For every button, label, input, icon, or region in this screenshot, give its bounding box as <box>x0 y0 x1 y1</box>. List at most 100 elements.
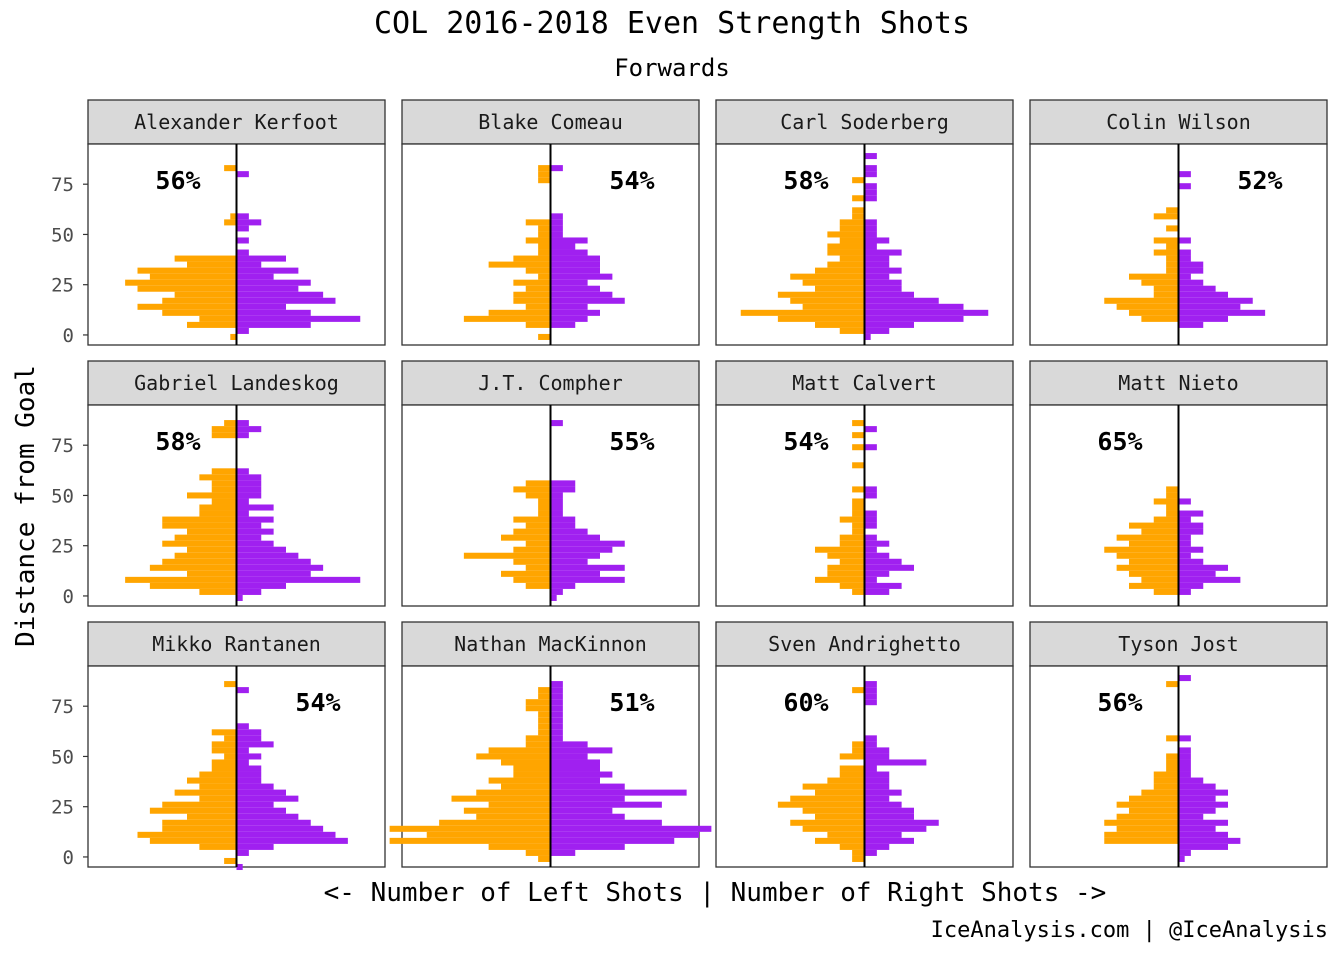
left-shot-bar <box>187 813 237 820</box>
right-shot-bar <box>550 255 600 262</box>
right-shot-bar <box>550 747 613 754</box>
right-shot-bar <box>550 705 563 712</box>
right-shot-bar <box>864 189 877 196</box>
right-shot-bar <box>236 303 286 310</box>
chart-subtitle: Forwards <box>614 54 730 82</box>
left-shot-bar <box>1104 831 1179 838</box>
left-shot-bar <box>777 291 865 298</box>
left-shot-bar <box>839 225 865 232</box>
left-shot-bar <box>839 255 865 262</box>
facet-strip-label: Colin Wilson <box>1106 110 1251 134</box>
right-shot-bar <box>864 327 890 334</box>
left-shot-bar <box>230 333 237 340</box>
right-shot-bar <box>236 813 299 820</box>
right-shot-bar <box>550 729 563 736</box>
left-shot-bar <box>224 165 237 172</box>
left-shot-bar <box>513 297 551 304</box>
right-shot-bar <box>1178 789 1228 796</box>
left-shot-bar <box>513 546 551 553</box>
right-shot-bar <box>864 249 902 256</box>
left-shot-bar <box>1104 819 1179 826</box>
left-shot-bar <box>852 747 865 754</box>
left-shot-bar <box>525 492 551 499</box>
facet-panel: Alexander Kerfoot 56% 0 25 50 75 <box>51 99 386 347</box>
left-shot-bar <box>211 426 237 433</box>
right-shot-bar <box>550 540 625 547</box>
left-shot-bar <box>852 213 865 220</box>
left-shot-bar <box>538 504 551 511</box>
left-shot-bar <box>525 735 551 742</box>
right-shot-bar <box>236 765 262 772</box>
right-shot-bar <box>1178 255 1191 262</box>
right-shot-bar <box>550 231 563 238</box>
right-shot-bar <box>1178 558 1204 565</box>
right-shot-bar <box>550 225 563 232</box>
left-shot-bar <box>199 795 237 802</box>
right-shot-bar <box>550 588 563 595</box>
right-shot-bar <box>236 498 249 505</box>
left-shot-bar <box>1129 582 1179 589</box>
right-shot-bar <box>236 255 286 262</box>
facet-strip <box>87 360 386 406</box>
right-shot-bar <box>236 219 262 226</box>
left-shot-bar <box>513 558 551 565</box>
right-shot-bar <box>236 291 324 298</box>
right-shot-bar <box>864 297 939 304</box>
right-shot-bar <box>236 261 262 268</box>
right-shot-bar <box>236 327 249 334</box>
right-shot-bar <box>550 279 588 286</box>
left-shot-bar <box>389 837 551 844</box>
facet-strip-label: Sven Andrighetto <box>768 632 961 656</box>
right-shot-bar <box>1178 261 1204 268</box>
right-shot-bar <box>550 498 563 505</box>
right-shot-bar <box>864 837 914 844</box>
right-shot-bar <box>550 687 563 694</box>
right-shot-bar <box>864 825 927 832</box>
left-shot-bar <box>174 534 237 541</box>
right-shot-bar <box>550 582 576 589</box>
right-shot-bar <box>550 711 563 718</box>
left-shot-bar <box>538 273 551 280</box>
y-tick-label: 50 <box>51 746 74 768</box>
right-shot-bar <box>236 504 274 511</box>
left-shot-bar <box>538 177 551 184</box>
right-shot-bar <box>1178 855 1185 862</box>
left-shot-bar <box>211 729 237 736</box>
left-shot-bar <box>224 219 237 226</box>
left-shot-bar <box>852 177 865 184</box>
left-shot-bar <box>1166 759 1179 766</box>
left-shot-bar <box>852 849 865 856</box>
left-shot-bar <box>815 789 865 796</box>
right-shot-bar <box>1178 516 1191 523</box>
left-shot-bar <box>1153 783 1179 790</box>
left-shot-bar <box>513 576 551 583</box>
left-shot-bar <box>187 570 237 577</box>
left-shot-bar <box>538 693 551 700</box>
left-shot-bar <box>451 795 551 802</box>
left-shot-bar <box>211 486 237 493</box>
right-shot-bar <box>236 582 286 589</box>
percentage-label: 58% <box>783 166 828 195</box>
left-shot-bar <box>224 735 237 742</box>
right-shot-bar <box>864 813 914 820</box>
right-shot-bar <box>1178 825 1216 832</box>
right-shot-bar <box>864 309 989 316</box>
left-shot-bar <box>525 303 551 310</box>
right-shot-bar <box>864 516 877 523</box>
facet-strip <box>715 621 1014 667</box>
right-shot-bar <box>236 570 311 577</box>
right-shot-bar <box>1178 249 1191 256</box>
right-shot-bar <box>550 213 563 220</box>
right-shot-bar <box>1178 801 1228 808</box>
right-shot-bar <box>864 540 890 547</box>
left-shot-bar <box>525 564 551 571</box>
left-shot-bar <box>827 552 865 559</box>
left-shot-bar <box>1116 552 1179 559</box>
right-shot-bar <box>550 564 625 571</box>
left-shot-bar <box>1153 213 1179 220</box>
right-shot-bar <box>236 687 249 694</box>
right-shot-bar <box>236 468 249 475</box>
left-shot-bar <box>149 837 237 844</box>
left-shot-bar <box>1153 498 1179 505</box>
left-shot-bar <box>1129 795 1179 802</box>
